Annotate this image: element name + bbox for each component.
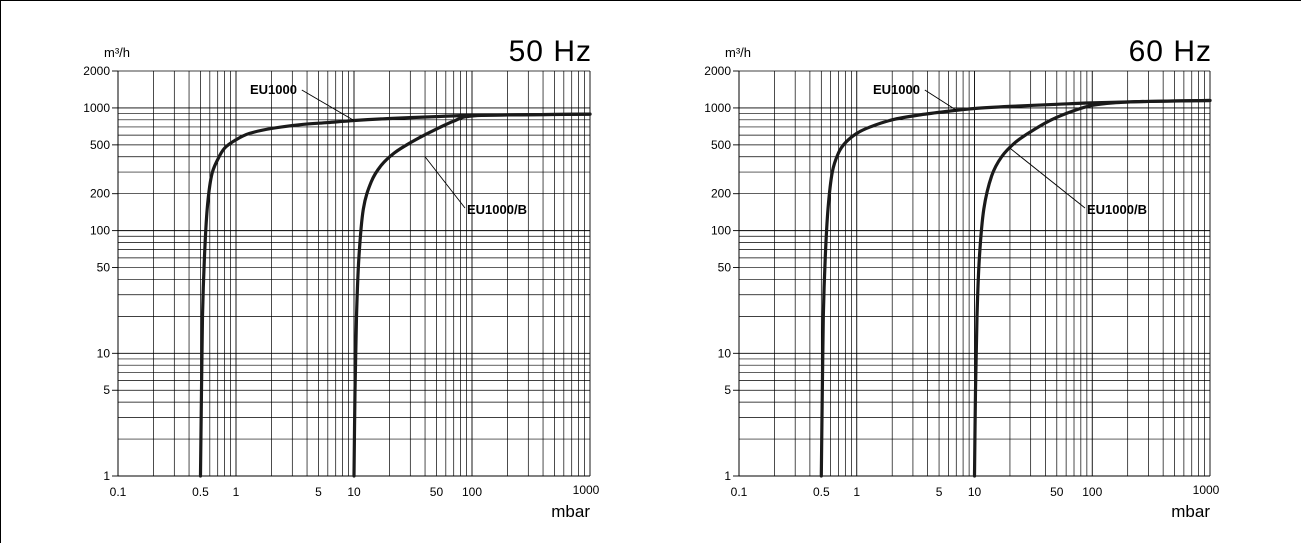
y-tick-label: 5	[103, 383, 110, 397]
x-tick-label: 0.5	[813, 485, 830, 499]
x-axis-label: mbar	[1171, 502, 1210, 521]
y-tick-label: 50	[97, 261, 111, 275]
y-tick-label: 500	[711, 138, 731, 152]
y-tick-label: 200	[90, 187, 110, 201]
y-tick-label: 1000	[704, 101, 731, 115]
y-tick-label: 1000	[83, 101, 110, 115]
x-tick-label: 50	[430, 485, 444, 499]
y-tick-label: 100	[90, 224, 110, 238]
series-line-eu1000-b	[352, 112, 592, 478]
y-tick-label: 200	[711, 187, 731, 201]
y-tick-label: 1	[103, 469, 110, 483]
x-axis-label: mbar	[551, 502, 590, 521]
y-tick-label: 2000	[83, 64, 110, 78]
chart-title: 60 Hz	[1129, 35, 1212, 68]
series-label: EU1000/B	[467, 202, 527, 217]
y-tick-label: 5	[724, 383, 731, 397]
x-tick-label: 1	[233, 485, 240, 499]
y-tick-label: 100	[711, 224, 731, 238]
y-tick-label: 500	[90, 138, 110, 152]
series-line-eu1000	[819, 98, 1212, 478]
x-tick-label: 0.5	[192, 485, 209, 499]
series-label-leader	[301, 89, 355, 121]
x-tick-label: 100	[1082, 485, 1102, 499]
series-label: EU1000	[873, 82, 920, 97]
x-tick-label: 10	[347, 485, 361, 499]
x-tick-label: 10	[968, 485, 982, 499]
y-tick-label: 2000	[704, 64, 731, 78]
x-tick-label: 5	[315, 485, 322, 499]
y-tick-label: 10	[718, 346, 732, 360]
series-label: EU1000	[250, 82, 297, 97]
series-label-leader	[1009, 147, 1086, 209]
x-tick-label: 1000	[1193, 483, 1220, 497]
chart-title: 50 Hz	[509, 35, 592, 68]
series-label: EU1000/B	[1087, 202, 1147, 217]
y-tick-label: 10	[97, 346, 111, 360]
series-line-eu1000	[198, 112, 592, 478]
x-tick-label: 0.1	[731, 485, 748, 499]
x-tick-label: 1	[853, 485, 860, 499]
x-tick-label: 5	[936, 485, 943, 499]
x-tick-label: 1000	[573, 483, 600, 497]
x-tick-label: 50	[1050, 485, 1064, 499]
y-tick-label: 50	[718, 261, 732, 275]
x-tick-label: 0.1	[110, 485, 127, 499]
series-label-leader	[924, 89, 957, 111]
series-line-eu1000-b	[972, 98, 1212, 478]
series-label-leader	[424, 156, 466, 209]
x-tick-label: 100	[462, 485, 482, 499]
y-axis-label: m³/h	[725, 45, 751, 60]
y-tick-label: 1	[724, 469, 731, 483]
y-axis-label: m³/h	[104, 45, 130, 60]
